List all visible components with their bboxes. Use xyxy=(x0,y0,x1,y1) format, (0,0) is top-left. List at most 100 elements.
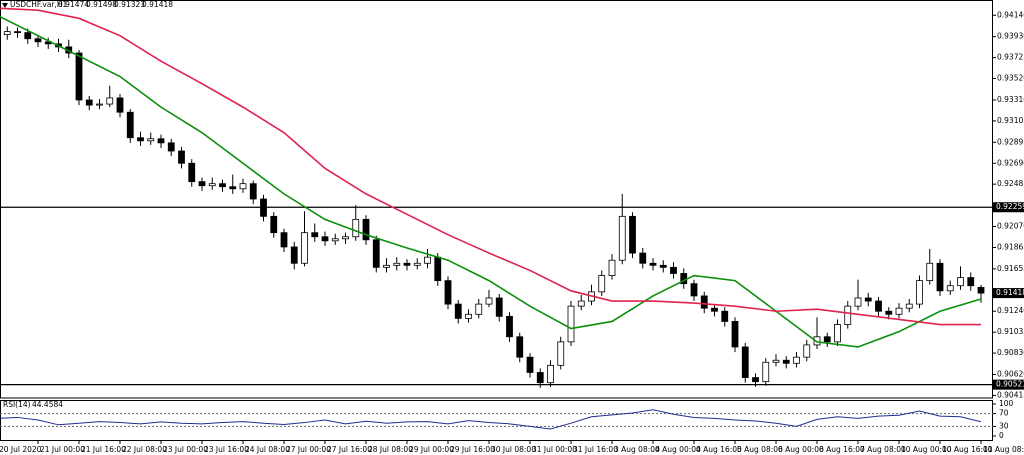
candle-body xyxy=(249,183,257,200)
candle-body xyxy=(137,137,144,142)
candle-body xyxy=(208,183,216,187)
candle-body xyxy=(147,138,155,142)
candle-body xyxy=(516,336,524,358)
candle-body xyxy=(475,303,483,315)
candle-body xyxy=(803,344,811,358)
candle-body xyxy=(352,218,360,238)
candle-body xyxy=(526,356,534,373)
candle-body xyxy=(106,97,114,105)
candle-body xyxy=(946,285,954,292)
candle-body xyxy=(813,336,821,346)
x-tick-label: 3 Aug 08:00 xyxy=(614,445,660,454)
candle-body xyxy=(731,321,739,348)
candle-body xyxy=(659,264,667,268)
candle-body xyxy=(372,239,380,268)
candle-body xyxy=(96,103,103,106)
candle-body xyxy=(618,215,626,261)
candle-body xyxy=(444,280,452,305)
rsi-line xyxy=(0,409,982,430)
main-pane xyxy=(0,0,993,399)
header-high: 0.91498 xyxy=(86,0,117,9)
candle-body xyxy=(229,186,237,190)
price-tag xyxy=(993,202,1024,213)
x-tick-label: 5 Aug 08:00 xyxy=(737,445,783,454)
x-tick-label: 10 Aug 16:00 xyxy=(942,445,993,454)
candle-body xyxy=(14,31,21,34)
candle-body xyxy=(188,162,196,183)
candle-body xyxy=(875,300,882,312)
candle-body xyxy=(639,252,647,264)
candle-body xyxy=(967,277,975,287)
y-tick-label: 0.91035 xyxy=(997,327,1024,336)
candle-body xyxy=(362,218,370,241)
candle-body xyxy=(905,303,913,309)
candle-body xyxy=(782,359,790,364)
x-tick-label: 6 Aug 00:00 xyxy=(778,445,824,454)
candle-body xyxy=(772,359,780,363)
header-low: 0.91323 xyxy=(114,0,145,9)
candle-body xyxy=(116,97,124,113)
candle-body xyxy=(885,310,893,315)
header-close: 0.91418 xyxy=(142,0,173,9)
rsi-title: RSI(14) xyxy=(3,400,31,409)
x-tick-label: 27 Jul 00:00 xyxy=(286,445,331,454)
candle-body xyxy=(895,307,903,315)
x-tick-label: 23 Jul 16:00 xyxy=(204,445,249,454)
y-tick-label: 0.92895 xyxy=(997,137,1024,146)
x-tick-label: 23 Jul 00:00 xyxy=(163,445,208,454)
x-tick-label: 31 Jul 00:00 xyxy=(532,445,577,454)
candle-body xyxy=(424,256,431,264)
candle-body xyxy=(301,232,308,264)
candle-body xyxy=(844,305,852,325)
candle-body xyxy=(3,31,11,36)
x-tick-label: 21 Jul 16:00 xyxy=(81,445,126,454)
y-tick-label: 0.93725 xyxy=(997,53,1024,62)
x-tick-label: 24 Jul 08:00 xyxy=(245,445,290,454)
candle-body xyxy=(608,259,616,276)
candle-body xyxy=(331,238,339,242)
candle-body xyxy=(311,232,319,238)
rsi-tick-label: 100 xyxy=(999,399,1014,408)
candle-body xyxy=(557,341,565,366)
rsi-tick-label: 0 xyxy=(999,431,1004,440)
header-open: 0.91474 xyxy=(58,0,89,9)
x-tick-label: 6 Aug 16:00 xyxy=(819,445,865,454)
candle-body xyxy=(34,38,42,43)
price-tag-label: 0.90521 xyxy=(996,380,1024,389)
x-tick-label: 27 Jul 16:00 xyxy=(327,445,372,454)
y-tick-label: 0.92485 xyxy=(997,179,1024,188)
x-tick-label: 4 Aug 16:00 xyxy=(696,445,742,454)
candle-body xyxy=(741,346,749,378)
candle-body xyxy=(342,236,349,240)
candle-body xyxy=(126,111,134,139)
x-tick-label: 11 Aug 08:00 xyxy=(983,445,1024,454)
y-tick-label: 0.93105 xyxy=(997,116,1024,125)
candle-body xyxy=(506,315,513,338)
candle-body xyxy=(383,264,390,268)
candle-body xyxy=(239,183,247,190)
chart-title: USDCHF.var,H1 xyxy=(10,0,68,9)
candle-body xyxy=(495,297,503,317)
candle-body xyxy=(598,275,606,293)
moving-average xyxy=(0,7,981,326)
candle-body xyxy=(178,150,185,164)
candle-body xyxy=(854,297,862,307)
candle-body xyxy=(670,266,677,274)
candle-body xyxy=(393,262,401,266)
price-tag-label: 0.92259 xyxy=(996,202,1024,211)
x-tick-label: 29 Jul 00:00 xyxy=(409,445,454,454)
candle-body xyxy=(85,99,93,106)
y-tick-label: 0.91865 xyxy=(997,242,1024,251)
current-price-tag xyxy=(993,288,1024,299)
candle-body xyxy=(834,324,841,343)
candle-body xyxy=(711,307,718,312)
candle-body xyxy=(700,295,708,309)
candle-body xyxy=(270,215,278,234)
